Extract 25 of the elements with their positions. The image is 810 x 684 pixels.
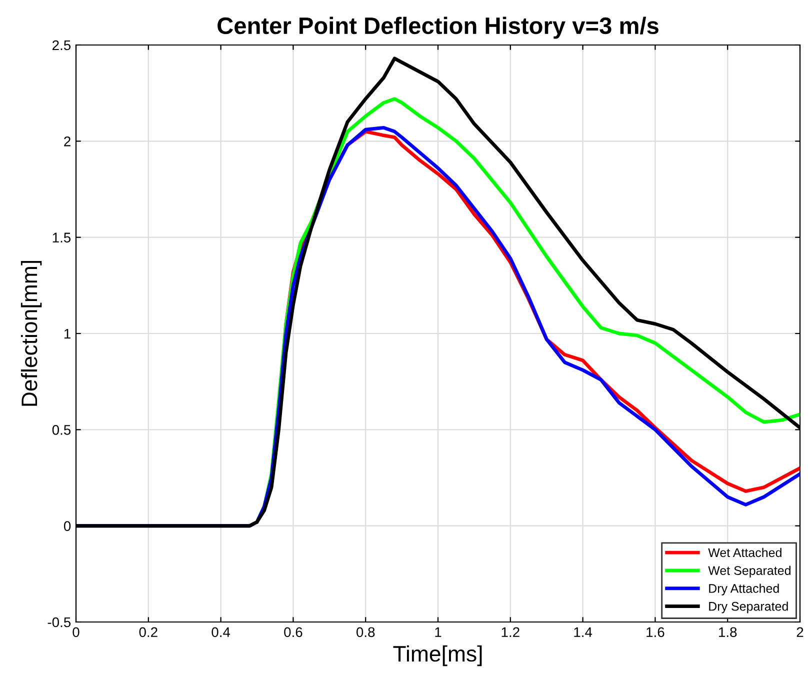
y-tick-label: 2.5 [52, 40, 71, 50]
y-tick-label: -0.5 [48, 617, 71, 628]
y-tick-label: 1.5 [52, 232, 71, 243]
y-tick-label: 0.5 [52, 425, 71, 435]
y-tick-label: 2 [64, 136, 70, 146]
x-tick-label: 1 [435, 627, 442, 637]
y-tick-label: 0 [64, 521, 71, 532]
x-tick-label: 0.8 [356, 627, 375, 638]
chart-title: Center Point Deflection History v=3 m/s [218, 16, 658, 39]
x-tick-label: 1.8 [719, 627, 737, 638]
x-tick-label: 0.6 [284, 627, 302, 638]
legend-label: Wet Attached [708, 548, 782, 558]
x-tick-label: 0.4 [212, 627, 230, 638]
x-tick-label: 2 [796, 627, 804, 637]
y-axis-title: Deflection[mm] [20, 260, 42, 406]
x-axis-title: Time[ms] [393, 645, 482, 666]
legend-label: Wet Separated [708, 566, 790, 578]
x-tick-label: 1.6 [646, 627, 664, 638]
y-tick-label: 1 [64, 328, 70, 339]
x-tick-label: 1.4 [574, 627, 592, 637]
x-tick-label: 1.2 [502, 627, 520, 637]
legend-label: Dry Attached [709, 584, 779, 596]
legend-label: Dry Separated [709, 602, 788, 614]
x-tick-label: 0 [72, 627, 80, 638]
x-tick-label: 0.2 [139, 627, 158, 638]
